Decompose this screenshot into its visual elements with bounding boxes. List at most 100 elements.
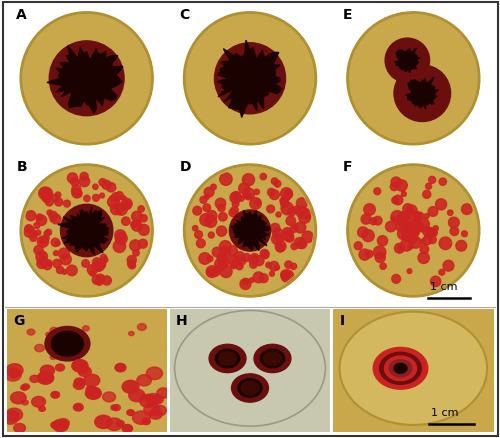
Circle shape (428, 228, 438, 237)
Circle shape (152, 405, 166, 416)
Circle shape (52, 420, 68, 431)
Circle shape (52, 332, 84, 356)
Text: E: E (343, 8, 352, 22)
Circle shape (79, 176, 90, 187)
Circle shape (348, 165, 479, 297)
Circle shape (281, 202, 293, 215)
Circle shape (42, 196, 47, 201)
Circle shape (396, 180, 407, 191)
Circle shape (204, 194, 210, 199)
Circle shape (286, 216, 296, 226)
Circle shape (408, 220, 421, 233)
Circle shape (288, 208, 296, 216)
Circle shape (250, 223, 255, 227)
Circle shape (84, 227, 89, 233)
Circle shape (236, 255, 246, 265)
Circle shape (74, 190, 82, 198)
Circle shape (260, 249, 269, 258)
Circle shape (60, 204, 113, 257)
Circle shape (272, 178, 278, 184)
Circle shape (50, 355, 56, 360)
Text: D: D (180, 160, 191, 174)
Circle shape (244, 229, 250, 234)
Circle shape (248, 231, 256, 239)
Circle shape (408, 224, 420, 235)
Circle shape (50, 41, 124, 116)
Circle shape (207, 269, 214, 276)
Circle shape (302, 209, 312, 219)
Circle shape (262, 251, 269, 258)
Circle shape (30, 375, 40, 382)
Circle shape (294, 237, 305, 248)
Circle shape (426, 228, 436, 237)
Circle shape (86, 386, 96, 393)
Circle shape (296, 198, 308, 208)
Circle shape (72, 360, 88, 372)
Circle shape (280, 270, 290, 279)
Circle shape (258, 78, 267, 88)
Circle shape (36, 215, 46, 226)
Circle shape (106, 183, 116, 192)
Circle shape (415, 92, 422, 99)
Circle shape (420, 245, 428, 254)
Circle shape (250, 76, 266, 91)
Circle shape (250, 229, 254, 234)
Circle shape (250, 278, 254, 283)
Circle shape (272, 233, 282, 244)
Circle shape (96, 274, 105, 283)
Circle shape (417, 95, 421, 100)
Circle shape (116, 191, 124, 199)
Circle shape (112, 193, 120, 201)
Circle shape (46, 198, 53, 206)
Circle shape (111, 405, 117, 410)
Circle shape (296, 206, 308, 218)
Circle shape (80, 224, 92, 237)
Circle shape (127, 255, 136, 265)
Text: C: C (180, 8, 190, 22)
Circle shape (82, 227, 91, 237)
Circle shape (443, 260, 454, 271)
Circle shape (45, 326, 90, 361)
Circle shape (92, 84, 101, 93)
Circle shape (394, 364, 407, 373)
Circle shape (276, 235, 283, 243)
Circle shape (410, 219, 422, 231)
Circle shape (204, 187, 214, 197)
Circle shape (89, 390, 96, 395)
Text: F: F (343, 160, 352, 174)
Circle shape (212, 268, 220, 276)
Circle shape (425, 234, 430, 239)
Circle shape (42, 195, 50, 202)
Circle shape (402, 191, 406, 196)
Circle shape (405, 222, 411, 228)
Circle shape (106, 418, 122, 431)
Circle shape (416, 88, 421, 93)
Circle shape (374, 216, 382, 225)
Circle shape (132, 211, 142, 222)
Circle shape (92, 258, 102, 267)
Circle shape (396, 220, 407, 232)
Circle shape (40, 252, 44, 257)
Circle shape (113, 240, 126, 252)
Circle shape (439, 269, 445, 275)
Circle shape (138, 224, 149, 235)
Circle shape (254, 189, 260, 194)
Circle shape (252, 223, 260, 231)
Circle shape (359, 249, 370, 260)
Circle shape (280, 198, 286, 204)
Circle shape (38, 187, 51, 200)
Circle shape (157, 388, 170, 398)
Circle shape (439, 178, 446, 185)
Circle shape (400, 239, 412, 251)
Circle shape (384, 356, 416, 381)
Circle shape (95, 415, 112, 428)
Circle shape (450, 227, 458, 236)
Circle shape (184, 165, 316, 297)
Circle shape (409, 237, 416, 244)
Circle shape (397, 217, 406, 226)
Circle shape (404, 232, 413, 242)
Circle shape (72, 184, 81, 194)
Circle shape (394, 65, 450, 121)
Circle shape (40, 187, 52, 199)
Circle shape (217, 252, 227, 262)
